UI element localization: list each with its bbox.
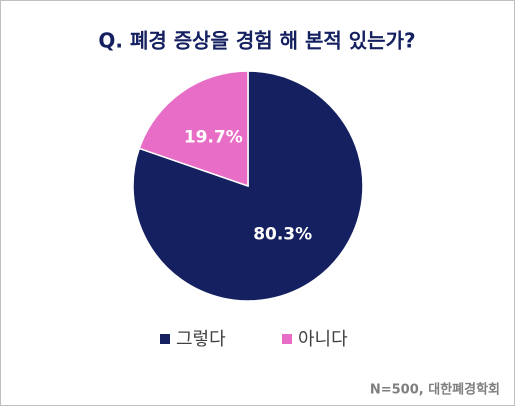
chart-title: Q. 폐경 증상을 경험 해 본적 있는가?: [98, 29, 415, 53]
legend-swatch: [160, 334, 170, 344]
legend-label: 그렇다: [176, 329, 226, 350]
legend-label: 아니다: [298, 329, 348, 350]
pie-slice: [138, 70, 249, 188]
legend-swatch: [282, 334, 292, 344]
source-note: N=500, 대한폐경학회: [370, 382, 500, 398]
value-label: 19.7%: [184, 127, 243, 147]
value-label: 80.3%: [253, 225, 312, 245]
